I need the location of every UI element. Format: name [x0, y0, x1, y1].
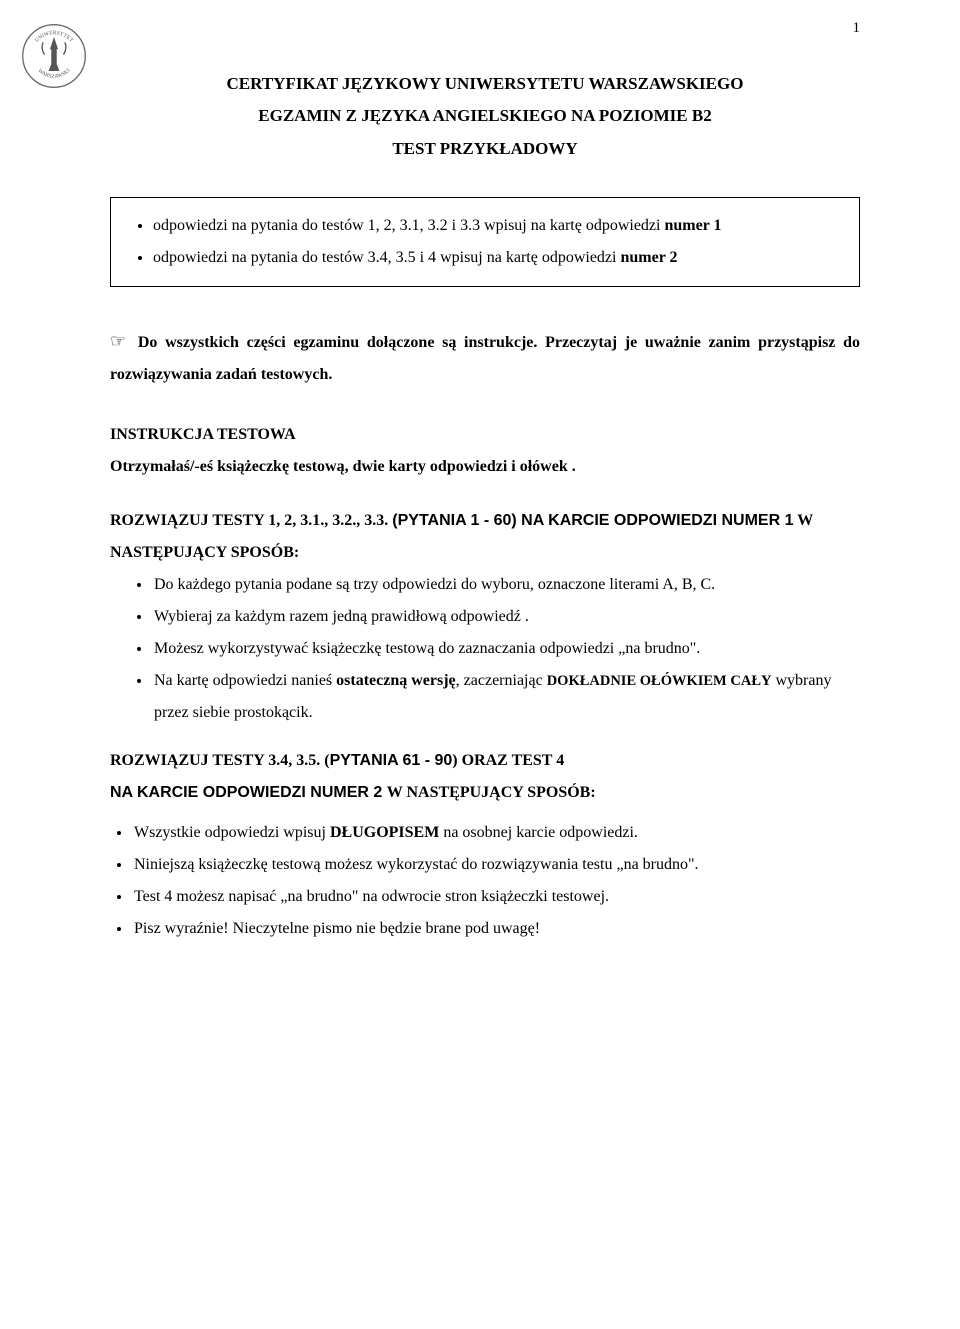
list-item: Wszystkie odpowiedzi wpisuj DŁUGOPISEM n… — [132, 817, 860, 849]
list-item: Wybieraj za każdym razem jedną prawidłow… — [152, 601, 860, 633]
box-item-1-text: odpowiedzi na pytania do testów 1, 2, 3.… — [153, 217, 664, 234]
box-item-2: odpowiedzi na pytania do testów 3.4, 3.5… — [153, 242, 841, 274]
s1-b4-d: DOKŁADNIE OŁÓWKIEM CAŁY — [547, 673, 772, 689]
section-2-sub-a: NA KARCIE ODPOWIEDZI NUMER 2 — [110, 784, 387, 801]
list-item: Test 4 możesz napisać „na brudno" na odw… — [132, 881, 860, 913]
instruction-text: Otrzymałaś/-eś książeczkę testową, dwie … — [110, 451, 860, 483]
list-item: Pisz wyraźnie! Nieczytelne pismo nie będ… — [132, 913, 860, 945]
instruction-box: odpowiedzi na pytania do testów 1, 2, 3.… — [110, 197, 860, 287]
section-2-heading-b: PYTANIA 61 - 90 — [330, 752, 453, 769]
header-line-1: CERTYFIKAT JĘZYKOWY UNIWERSYTETU WARSZAW… — [110, 68, 860, 100]
instruction-title: INSTRUKCJA TESTOWA — [110, 419, 860, 451]
document-header: CERTYFIKAT JĘZYKOWY UNIWERSYTETU WARSZAW… — [110, 68, 860, 165]
university-logo: UNIWERSYTET WARSZAWSKI — [20, 22, 88, 90]
section-1-heading: ROZWIĄZUJ TESTY 1, 2, 3.1., 3.2., 3.3. (… — [110, 505, 860, 569]
section-1-heading-a: ROZWIĄZUJ TESTY 1, 2, 3.1., 3.2., 3.3. — [110, 512, 392, 529]
s1-b4-a: Na kartę odpowiedzi nanieś — [154, 672, 336, 689]
section-2-subheading: NA KARCIE ODPOWIEDZI NUMER 2 W NASTĘPUJĄ… — [110, 777, 860, 809]
list-item: Do każdego pytania podane są trzy odpowi… — [152, 569, 860, 601]
intro-paragraph: ☞ Do wszystkich części egzaminu dołączon… — [110, 323, 860, 391]
list-item: Na kartę odpowiedzi nanieś ostateczną we… — [152, 665, 860, 729]
page-number: 1 — [853, 16, 861, 40]
s1-b4-c: , zaczerniając — [456, 672, 547, 689]
box-item-2-text: odpowiedzi na pytania do testów 3.4, 3.5… — [153, 249, 620, 266]
intro-text: Do wszystkich części egzaminu dołączone … — [110, 334, 860, 383]
header-line-3: TEST PRZYKŁADOWY — [110, 133, 860, 165]
section-2-heading-a: ROZWIĄZUJ TESTY 3.4, 3.5. ( — [110, 752, 330, 769]
s2-b1-c: na osobnej karcie odpowiedzi. — [439, 824, 638, 841]
box-item-1: odpowiedzi na pytania do testów 1, 2, 3.… — [153, 210, 841, 242]
list-item: Możesz wykorzystywać książeczkę testową … — [152, 633, 860, 665]
s2-b1-a: Wszystkie odpowiedzi wpisuj — [134, 824, 330, 841]
header-line-2: EGZAMIN Z JĘZYKA ANGIELSKIEGO NA POZIOMI… — [110, 100, 860, 132]
box-item-1-bold: numer 1 — [664, 217, 721, 234]
s2-b1-b: DŁUGOPISEM — [330, 824, 439, 841]
section-2-heading-c: ) ORAZ TEST 4 — [452, 752, 564, 769]
section-2-sub-b: W NASTĘPUJĄCY SPOSÓB: — [387, 784, 596, 801]
instruction-section: INSTRUKCJA TESTOWA Otrzymałaś/-eś książe… — [110, 419, 860, 483]
section-2-list: Wszystkie odpowiedzi wpisuj DŁUGOPISEM n… — [110, 817, 860, 945]
section-1-heading-b: (PYTANIA 1 - 60) NA KARCIE ODPOWIEDZI NU… — [392, 512, 793, 529]
s1-b4-b: ostateczną wersję — [336, 672, 456, 689]
section-1-list: Do każdego pytania podane są trzy odpowi… — [110, 569, 860, 729]
section-2-heading: ROZWIĄZUJ TESTY 3.4, 3.5. (PYTANIA 61 - … — [110, 745, 860, 777]
box-item-2-bold: numer 2 — [620, 249, 677, 266]
list-item: Niniejszą książeczkę testową możesz wyko… — [132, 849, 860, 881]
pointing-hand-icon: ☞ — [110, 331, 126, 351]
